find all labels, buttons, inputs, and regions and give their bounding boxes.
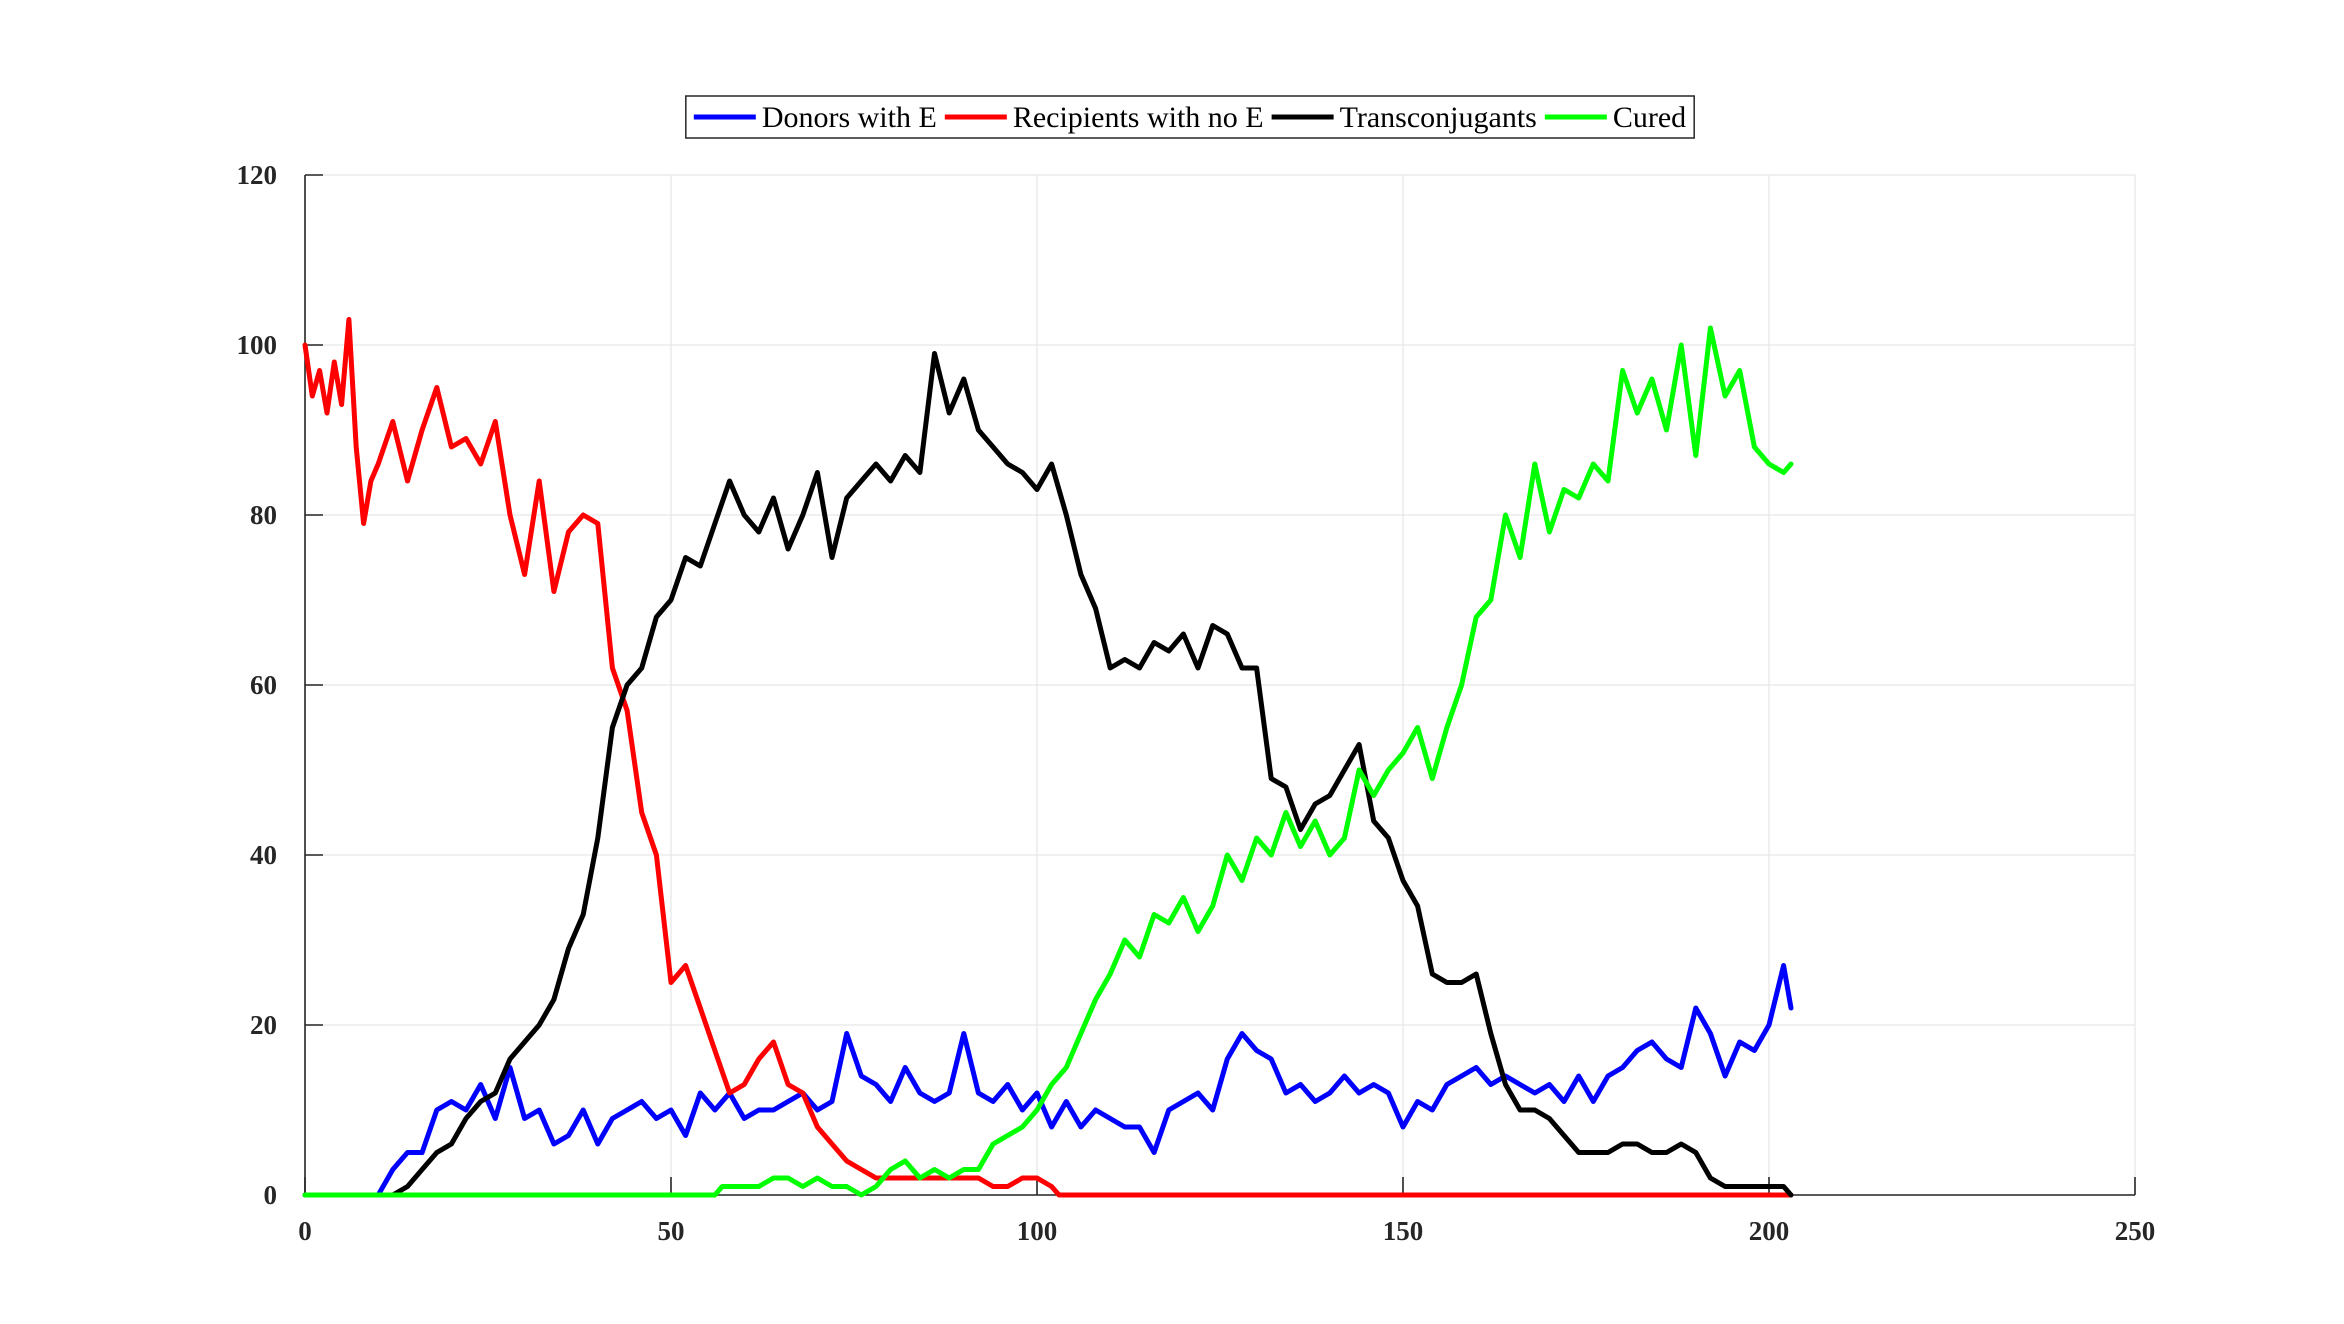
x-tick-label: 0	[298, 1216, 312, 1246]
series-line-2	[302, 351, 1794, 1198]
y-tick-label: 100	[237, 330, 278, 360]
y-tick-label: 60	[250, 670, 277, 700]
x-tick-label: 100	[1017, 1216, 1058, 1246]
legend-label-0: Donors with E	[762, 101, 937, 134]
tick-labels: 0 50 100 150 200 250 0 20 40 60 80 100 120	[237, 160, 2156, 1246]
x-tick-label: 150	[1383, 1216, 1424, 1246]
series-lines	[302, 317, 1794, 1198]
y-tick-label: 120	[237, 160, 278, 190]
legend: Donors with E Recipients with no E Transco…	[685, 95, 1695, 139]
legend-box	[685, 95, 1695, 139]
x-tick-label: 200	[1749, 1216, 1790, 1246]
series-line-3	[302, 325, 1794, 1198]
x-tick-label: 250	[2115, 1216, 2156, 1246]
series-line-1	[302, 317, 1794, 1198]
y-tick-label: 0	[264, 1180, 278, 1210]
y-tick-label: 40	[250, 840, 277, 870]
legend-label-1: Recipients with no E	[1013, 101, 1264, 134]
y-tick-label: 80	[250, 500, 277, 530]
series-line-0	[302, 963, 1794, 1198]
legend-label-3: Cured	[1613, 101, 1686, 134]
legend-label-2: Transconjugants	[1340, 101, 1537, 134]
y-tick-label: 20	[250, 1010, 277, 1040]
x-tick-label: 50	[658, 1216, 685, 1246]
